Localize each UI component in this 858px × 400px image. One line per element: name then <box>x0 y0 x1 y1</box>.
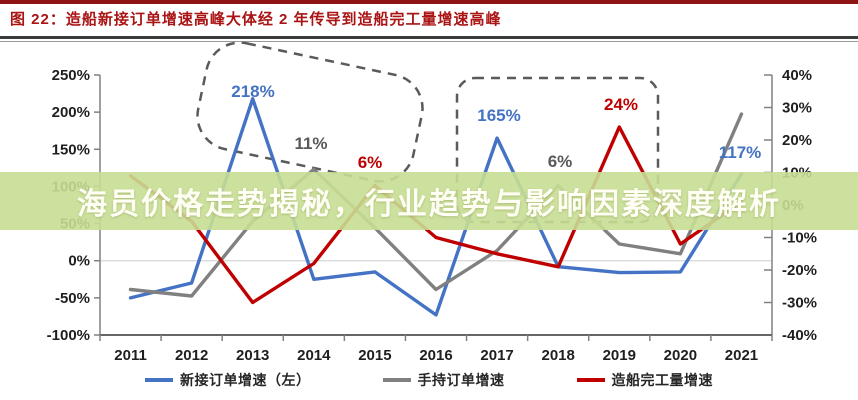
legend-item-completions: 造船完工量增速 <box>576 370 714 390</box>
x-axis-label: 2012 <box>175 347 208 364</box>
legend-swatch-new-orders <box>145 378 173 382</box>
left-axis-tick-label: -100% <box>47 327 90 344</box>
legend-label-backlog-orders: 手持订单增速 <box>417 372 505 388</box>
legend-label-new-orders: 新接订单增速（左） <box>180 372 311 388</box>
callout-dashed-shape <box>196 41 424 183</box>
legend-swatch-completions <box>576 378 605 382</box>
right-axis-tick-label: -40% <box>782 327 817 344</box>
x-axis-label: 2015 <box>358 347 391 364</box>
data-label: 117% <box>719 143 762 162</box>
legend-swatch-backlog-orders <box>382 378 411 382</box>
left-axis-tick-label: 200% <box>52 104 90 121</box>
x-axis-label: 2017 <box>480 347 513 364</box>
left-axis-tick-label: -50% <box>55 290 90 307</box>
x-axis-label: 2018 <box>541 347 574 364</box>
right-axis-tick-label: -10% <box>782 230 817 247</box>
data-label: 165% <box>477 106 520 125</box>
line-backlog-orders <box>128 112 744 298</box>
legend-item-backlog-orders: 手持订单增速 <box>382 370 505 390</box>
title-divider-thick <box>0 36 858 39</box>
data-label: 24% <box>604 95 638 114</box>
x-axis-label: 2021 <box>725 347 758 364</box>
data-label: 6% <box>358 153 383 172</box>
title-divider-thin <box>0 41 858 42</box>
right-axis-tick-label: -20% <box>782 262 817 279</box>
left-axis-tick-label: 250% <box>52 67 90 84</box>
left-axis-tick-label: 150% <box>52 141 90 158</box>
left-axis-tick-label: 0% <box>68 253 90 270</box>
x-axis-label: 2014 <box>297 347 331 364</box>
callout-dashed-shape <box>455 76 660 224</box>
data-label: 218% <box>231 82 274 101</box>
overlay-banner-text: 海员价格走势揭秘，行业趋势与影响因素深度解析 <box>77 188 781 221</box>
right-axis-tick-label: 30% <box>782 100 812 117</box>
legend-item-new-orders: 新接订单增速（左） <box>145 370 311 390</box>
right-axis-tick-label: -30% <box>782 295 817 312</box>
figure-title: 图 22：造船新接订单增速高峰大体经 2 年传导到造船完工量增速高峰 <box>10 11 502 28</box>
chart-legend: 新接订单增速（左） 手持订单增速 造船完工量增速 <box>0 368 858 392</box>
data-label: 6% <box>548 152 573 171</box>
legend-label-completions: 造船完工量增速 <box>611 372 713 388</box>
right-axis-tick-label: 40% <box>782 67 812 84</box>
x-axis-label: 2011 <box>114 347 147 364</box>
top-red-strip <box>0 0 858 4</box>
line-completions <box>128 125 744 305</box>
x-axis-label: 2020 <box>664 347 697 364</box>
right-axis-tick-label: 20% <box>782 132 812 149</box>
data-label: 11% <box>294 134 327 153</box>
x-axis-label: 2013 <box>236 347 269 364</box>
x-axis-label: 2019 <box>603 347 636 364</box>
x-axis-label: 2016 <box>419 347 452 364</box>
overlay-banner: 海员价格走势揭秘，行业趋势与影响因素深度解析 <box>0 172 858 230</box>
line-new-orders <box>128 97 744 317</box>
